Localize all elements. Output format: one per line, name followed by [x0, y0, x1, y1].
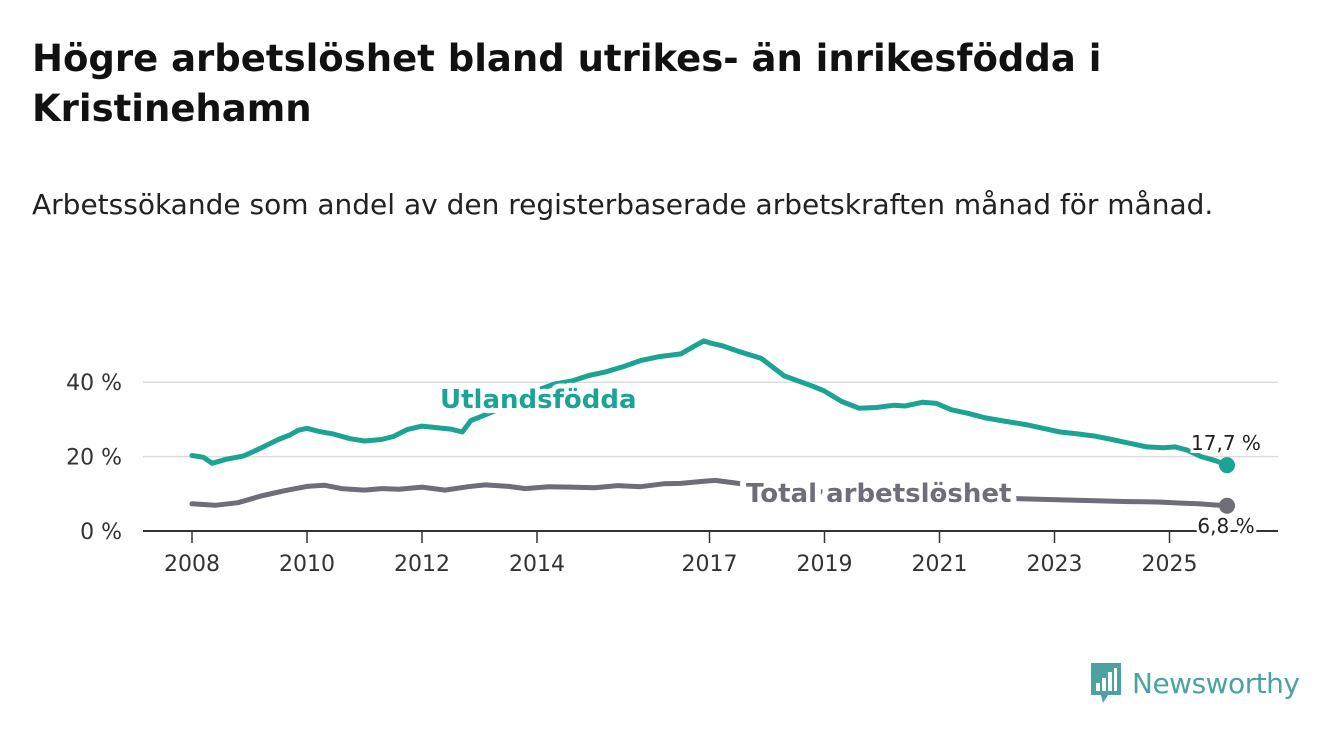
x-tick-label: 2021: [912, 552, 968, 577]
end-label-total: 6,8 %: [1197, 514, 1254, 538]
x-tick-label: 2025: [1142, 552, 1198, 577]
y-tick-label: 40 %: [66, 371, 122, 396]
series-label-total: Total arbetslöshet: [746, 479, 1011, 509]
x-tick-label: 2008: [164, 552, 220, 577]
x-axis-ticks: 2008 2010 2012 2014 2017 2019 2021 2023 2025: [164, 531, 1198, 577]
series-labels: Utlandsfödda Total arbetslöshet 17,7 % 6,8 …: [435, 380, 1264, 541]
series-lines: [189, 338, 1235, 514]
x-tick-label: 2023: [1027, 552, 1083, 577]
x-tick-label: 2017: [682, 552, 738, 577]
series-end-point: [1219, 457, 1235, 474]
x-tick-label: 2014: [509, 552, 565, 577]
series-line-total: [189, 477, 1230, 509]
y-axis-ticks: 0 % 20 % 40 %: [66, 371, 122, 545]
chart-subtitle: Arbetssökande som andel av den registerb…: [32, 188, 1214, 221]
brand-name: Newsworthy: [1132, 666, 1300, 700]
y-tick-label: 0 %: [80, 520, 122, 545]
grid-lines: [143, 381, 1278, 458]
end-label-utlandsfodda: 17,7 %: [1191, 431, 1261, 455]
y-tick-label: 20 %: [66, 446, 122, 471]
chart-title: Högre arbetslöshet bland utrikes- än inr…: [32, 37, 1102, 130]
x-tick-label: 2012: [394, 552, 450, 577]
x-tick-label: 2019: [797, 552, 853, 577]
x-tick-label: 2010: [279, 552, 335, 577]
newsworthy-logo: Newsworthy: [1088, 660, 1300, 706]
series-end-point: [1219, 497, 1235, 514]
series-line-utlandsfodda: [189, 338, 1230, 468]
newsworthy-icon: [1091, 663, 1121, 703]
series-label-utlandsfodda: Utlandsfödda: [440, 385, 637, 415]
